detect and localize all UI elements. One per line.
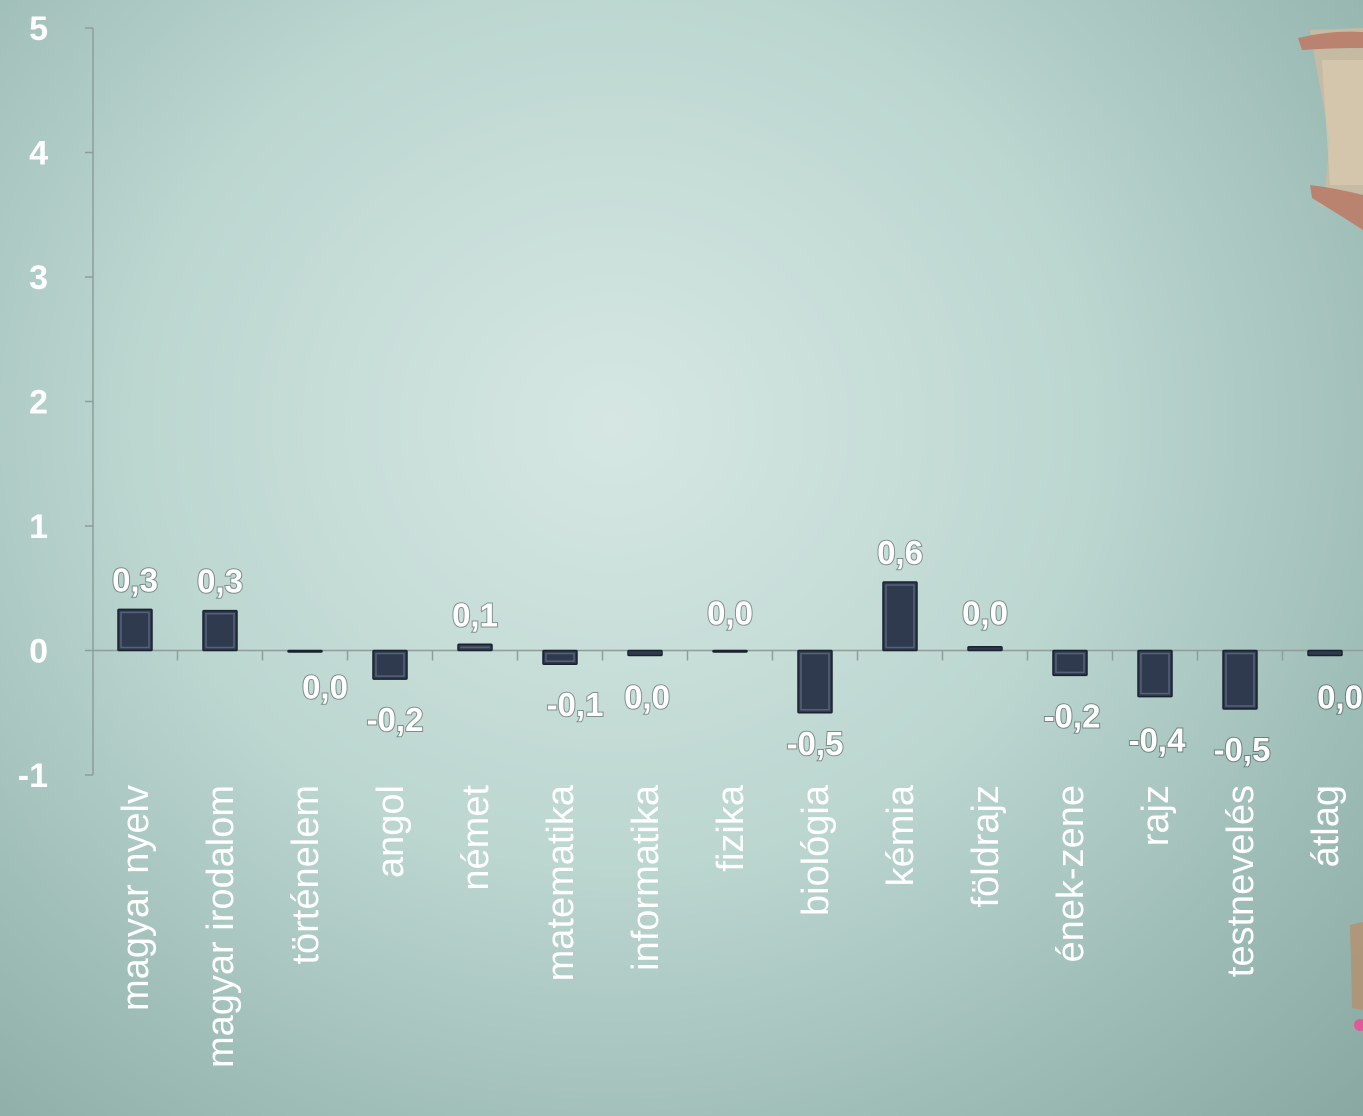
bar [627, 649, 663, 657]
data-label: -0,5 [787, 725, 844, 762]
bar-bevel [885, 584, 915, 649]
data-labels-group: 0,3 0,3 0,0 -0,2 0,1 -0,1 0,0 0,0 -0,5 0,6 0,0 -0,2… [111, 533, 1363, 769]
y-tick-label: 2 [29, 384, 48, 422]
bar [372, 649, 408, 680]
y-tick-label: 1 [29, 508, 48, 546]
data-label: -0,2 [367, 701, 424, 738]
bar-bevel [375, 652, 405, 677]
bar [542, 649, 578, 665]
bar [287, 649, 323, 653]
bar [1307, 649, 1343, 657]
category-label: földrajz [965, 785, 1007, 908]
category-label: német [455, 785, 497, 891]
data-label: 0,0 [624, 679, 670, 716]
y-tick-label: 4 [29, 135, 48, 173]
category-label: kémia [880, 784, 922, 886]
category-label: átlag [1305, 785, 1347, 867]
data-label: 0,1 [452, 596, 498, 633]
bar-bevel [1140, 652, 1170, 695]
data-label: 0,3 [112, 561, 158, 598]
category-label: magyar nyelv [115, 785, 157, 1011]
bar-bevel [800, 652, 830, 711]
data-label: 0,0 [1317, 679, 1363, 716]
bars-group [117, 581, 1343, 714]
category-label: fizika [710, 784, 752, 871]
category-label: informatika [625, 784, 667, 971]
bar [202, 609, 238, 652]
bar [797, 649, 833, 714]
bar-bevel [1055, 652, 1085, 674]
data-label: 0,3 [197, 563, 243, 600]
category-label: magyar irodalom [200, 785, 242, 1068]
bar [1137, 649, 1173, 698]
bar [1222, 649, 1258, 710]
bar-bevel [1225, 652, 1255, 707]
bar [1052, 649, 1088, 677]
y-tick-label: 0 [29, 633, 48, 671]
y-tick-label: 5 [29, 10, 48, 48]
category-label: ének-zene [1050, 785, 1092, 962]
category-label: matematika [540, 784, 582, 981]
category-label: testnevelés [1220, 785, 1262, 977]
bar [117, 608, 153, 652]
category-label: biológia [795, 784, 837, 916]
books-decoration [1298, 28, 1363, 1031]
bar [882, 581, 918, 652]
bar [457, 643, 493, 652]
data-label: 0,0 [707, 595, 753, 632]
data-label: 0,6 [877, 534, 923, 571]
bar-bevel [120, 611, 150, 649]
data-label: -0,4 [1129, 722, 1187, 759]
category-labels-group: magyar nyelv magyar irodalom történelem ang… [115, 784, 1347, 1068]
bar-bevel [545, 652, 575, 662]
bar [712, 649, 748, 653]
y-tick-label: 3 [29, 259, 48, 297]
category-label: rajz [1135, 785, 1177, 846]
data-label: -0,5 [1214, 731, 1271, 768]
data-label: -0,2 [1044, 697, 1101, 734]
bar [967, 646, 1003, 652]
category-label: történelem [285, 785, 327, 965]
y-tick-label: -1 [18, 757, 48, 795]
data-label: 0,0 [962, 595, 1008, 632]
bar-bevel [205, 612, 235, 649]
data-label: 0,0 [302, 669, 348, 706]
category-label: angol [370, 785, 412, 878]
data-label: -0,1 [547, 686, 604, 723]
